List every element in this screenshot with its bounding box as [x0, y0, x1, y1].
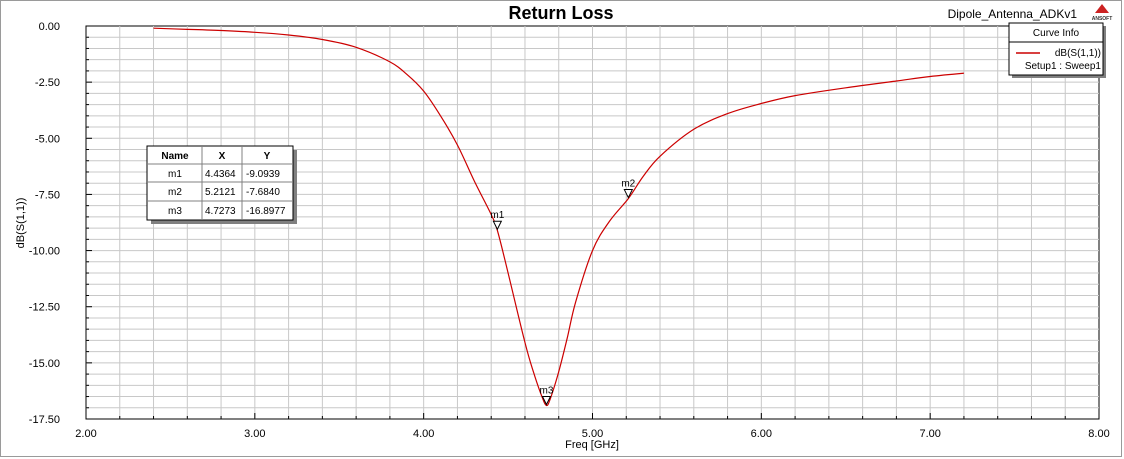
marker-m1-triangle — [492, 220, 503, 231]
x-tick-label: 2.00 — [75, 428, 96, 440]
table-cell-name: m1 — [168, 169, 182, 180]
series-line-dB-S11 — [153, 27, 964, 407]
marker-m2-triangle — [623, 189, 634, 199]
table-cell-name: m3 — [168, 206, 182, 217]
table-cell-x: 4.4364 — [205, 169, 236, 180]
marker-layer: m1 m2 m3 — [490, 179, 636, 406]
curve-info-legend[interactable]: Curve Info dB(S(1,1)) Setup1 : Sweep1 — [1008, 22, 1106, 78]
marker-table[interactable]: Name X Y m1 4.4364 -9.0939 m2 5.2121 -7.… — [146, 145, 297, 224]
ansoft-logo-text: ANSOFT — [1092, 16, 1113, 22]
y-tick-label: -17.50 — [29, 414, 60, 426]
table-cell-y: -16.8977 — [246, 206, 286, 217]
x-tick-label: 5.00 — [582, 428, 603, 440]
project-name: Dipole_Antenna_ADKv1 — [948, 7, 1078, 21]
legend-setup: Setup1 : Sweep1 — [1025, 61, 1102, 72]
axis-ticks: 2.00 3.00 4.00 5.00 6.00 7.00 8.00 0.00 -2.50 -5.… — [29, 21, 1110, 440]
x-tick-label: 6.00 — [751, 428, 772, 440]
table-header-name: Name — [161, 151, 189, 162]
y-tick-label: -15.00 — [29, 358, 60, 370]
y-axis-label: dB(S(1,1)) — [15, 198, 27, 249]
legend-title: Curve Info — [1033, 28, 1080, 39]
x-axis-label: Freq [GHz] — [565, 439, 619, 451]
marker-m3-label: m3 — [540, 385, 554, 396]
y-tick-label: -10.00 — [29, 246, 60, 258]
y-tick-label: -5.00 — [35, 133, 60, 145]
legend-entry: dB(S(1,1)) — [1055, 48, 1101, 59]
x-tick-label: 7.00 — [919, 428, 940, 440]
table-cell-name: m2 — [168, 187, 182, 198]
y-tick-label: -2.50 — [35, 77, 60, 89]
table-cell-y: -9.0939 — [246, 169, 280, 180]
x-tick-label: 8.00 — [1088, 428, 1109, 440]
y-tick-label: -12.50 — [29, 302, 60, 314]
marker-m2-label: m2 — [621, 179, 635, 190]
table-cell-y: -7.6840 — [246, 187, 280, 198]
y-tick-label: -7.50 — [35, 189, 60, 201]
curve-layer — [153, 27, 964, 407]
x-tick-label: 4.00 — [413, 428, 434, 440]
x-tick-label: 3.00 — [244, 428, 265, 440]
ansoft-logo-icon: ANSOFT — [1092, 4, 1113, 22]
y-tick-label: 0.00 — [39, 21, 60, 33]
table-cell-x: 4.7273 — [205, 206, 236, 217]
chart-title: Return Loss — [508, 3, 613, 23]
table-header-x: X — [219, 151, 226, 162]
table-header-y: Y — [264, 151, 271, 162]
marker-m3-triangle — [541, 395, 552, 406]
table-cell-x: 5.2121 — [205, 187, 236, 198]
marker-m1-label: m1 — [490, 210, 504, 221]
